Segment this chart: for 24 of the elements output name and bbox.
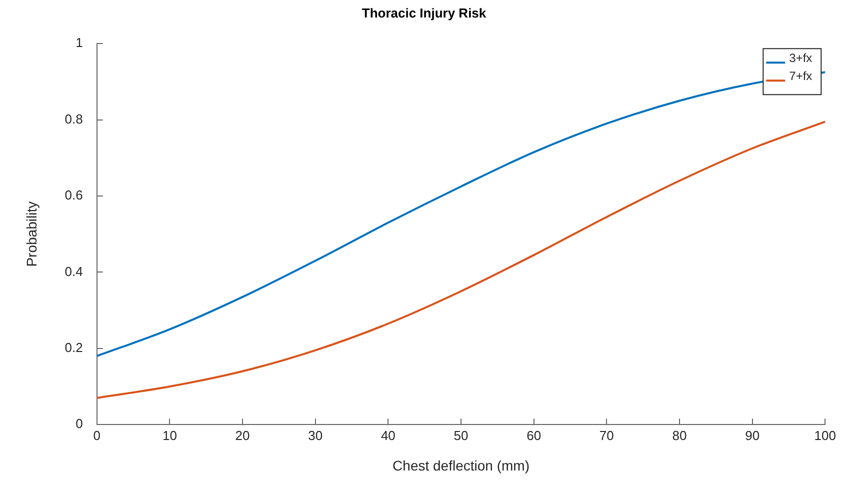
- x-tick-label: 100: [814, 428, 836, 443]
- legend-label: 3+fx: [789, 50, 812, 65]
- x-tick-label: 90: [745, 428, 760, 443]
- legend-label: 7+fx: [789, 68, 812, 83]
- x-tick-label: 80: [672, 428, 687, 443]
- y-tick-label: 0.2: [64, 340, 83, 355]
- x-tick-label: 20: [235, 428, 250, 443]
- y-tick-label: 0.4: [64, 264, 83, 279]
- x-axis-title: Chest deflection (mm): [392, 457, 530, 474]
- y-tick-label: 0.8: [64, 111, 83, 126]
- y-tick-label: 1: [76, 35, 83, 50]
- x-tick-label: 10: [162, 428, 177, 443]
- x-tick-label: 40: [380, 428, 396, 443]
- line-series: [96, 71, 826, 358]
- y-tick-label: 0.6: [64, 188, 83, 203]
- y-tick-label: 0: [76, 416, 83, 432]
- x-tick-label: 70: [599, 428, 614, 443]
- x-tick-label: 30: [308, 428, 323, 443]
- x-tick-label: 0: [93, 428, 100, 443]
- x-tick-label: 60: [526, 428, 542, 443]
- x-tick-label: 50: [454, 428, 468, 443]
- line-series: [96, 120, 826, 399]
- chart-title: Thoracic Injury Risk: [362, 5, 487, 20]
- y-axis-title: Probability: [23, 201, 40, 267]
